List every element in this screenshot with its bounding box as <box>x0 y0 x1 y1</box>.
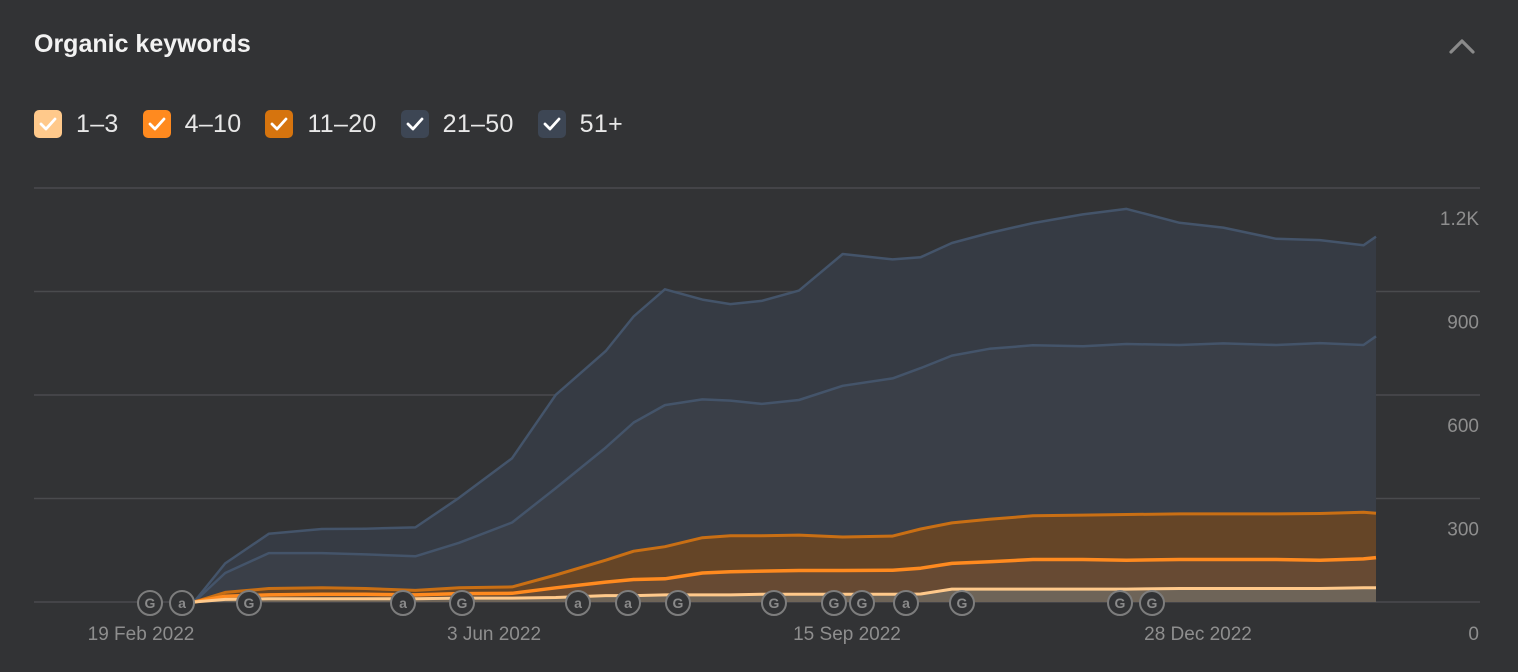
ahrefs-update-marker[interactable]: a <box>565 590 591 616</box>
svg-text:a: a <box>178 595 186 611</box>
series-21-50-line <box>193 335 1377 603</box>
x-tick-label: 19 Feb 2022 <box>88 624 195 645</box>
google-update-marker[interactable]: G <box>1107 590 1133 616</box>
svg-text:G: G <box>244 595 255 611</box>
y-tick-label: 0 <box>1468 624 1479 645</box>
svg-text:G: G <box>769 595 780 611</box>
checkmark-icon <box>543 117 561 131</box>
chevron-up-icon <box>1449 39 1475 54</box>
legend-item-11-20[interactable]: 11–20 <box>265 110 376 139</box>
svg-text:a: a <box>399 595 407 611</box>
x-tick-label: 3 Jun 2022 <box>447 624 541 645</box>
svg-text:G: G <box>829 595 840 611</box>
legend-label: 1–3 <box>76 109 119 138</box>
ahrefs-update-marker[interactable]: a <box>615 590 641 616</box>
legend-label: 21–50 <box>442 109 514 138</box>
google-update-marker[interactable]: G <box>849 590 875 616</box>
svg-text:G: G <box>857 595 868 611</box>
google-update-marker[interactable]: G <box>949 590 975 616</box>
svg-text:G: G <box>1147 595 1158 611</box>
svg-text:G: G <box>673 595 684 611</box>
svg-text:a: a <box>902 595 910 611</box>
legend-item-4-10[interactable]: 4–10 <box>142 109 242 139</box>
legend-checkbox[interactable] <box>34 110 62 138</box>
x-tick-label: 15 Sep 2022 <box>793 624 901 645</box>
google-update-marker[interactable]: G <box>761 590 787 616</box>
checkmark-icon <box>271 117 288 131</box>
legend-item-21-50[interactable]: 21–50 <box>400 109 514 139</box>
google-update-marker[interactable]: G <box>449 590 475 616</box>
x-tick-label: 28 Dec 2022 <box>1144 624 1252 645</box>
legend-checkbox[interactable] <box>265 110 294 138</box>
panel-title: Organic keywords <box>34 30 251 58</box>
google-update-marker[interactable]: G <box>821 590 847 616</box>
checkmark-icon <box>406 117 424 131</box>
y-tick-label: 1.2K <box>1440 209 1479 230</box>
google-update-marker[interactable]: G <box>137 590 163 616</box>
y-tick-label: 900 <box>1447 313 1479 334</box>
svg-text:G: G <box>957 595 968 611</box>
series-11-20-line <box>193 510 1377 604</box>
y-tick-label: 300 <box>1447 520 1479 541</box>
legend-label: 51+ <box>579 109 623 138</box>
checkmark-icon <box>148 117 166 131</box>
svg-text:G: G <box>1115 595 1126 611</box>
legend-checkbox[interactable] <box>400 110 429 138</box>
google-update-marker[interactable]: G <box>236 590 262 616</box>
checkmark-icon <box>39 117 57 131</box>
svg-text:a: a <box>624 595 632 611</box>
legend-checkbox[interactable] <box>142 110 171 138</box>
legend: 1–3 4–10 11–20 21–50 51+ <box>34 106 647 142</box>
google-update-marker[interactable]: G <box>1139 590 1165 616</box>
svg-text:G: G <box>145 595 156 611</box>
svg-text:a: a <box>574 595 582 611</box>
legend-checkbox[interactable] <box>537 110 566 138</box>
legend-item-51-plus[interactable]: 51+ <box>537 109 623 139</box>
google-update-marker[interactable]: G <box>665 590 691 616</box>
ahrefs-update-marker[interactable]: a <box>390 590 416 616</box>
legend-label: 4–10 <box>184 109 242 138</box>
y-tick-label: 600 <box>1447 416 1479 437</box>
svg-text:G: G <box>457 595 468 611</box>
ahrefs-update-marker[interactable]: a <box>169 590 195 616</box>
legend-item-1-3[interactable]: 1–3 <box>34 110 119 139</box>
legend-label: 11–20 <box>307 109 377 138</box>
series-51-plus-line <box>193 207 1377 603</box>
ahrefs-update-marker[interactable]: a <box>893 590 919 616</box>
collapse-button[interactable] <box>1444 30 1480 62</box>
